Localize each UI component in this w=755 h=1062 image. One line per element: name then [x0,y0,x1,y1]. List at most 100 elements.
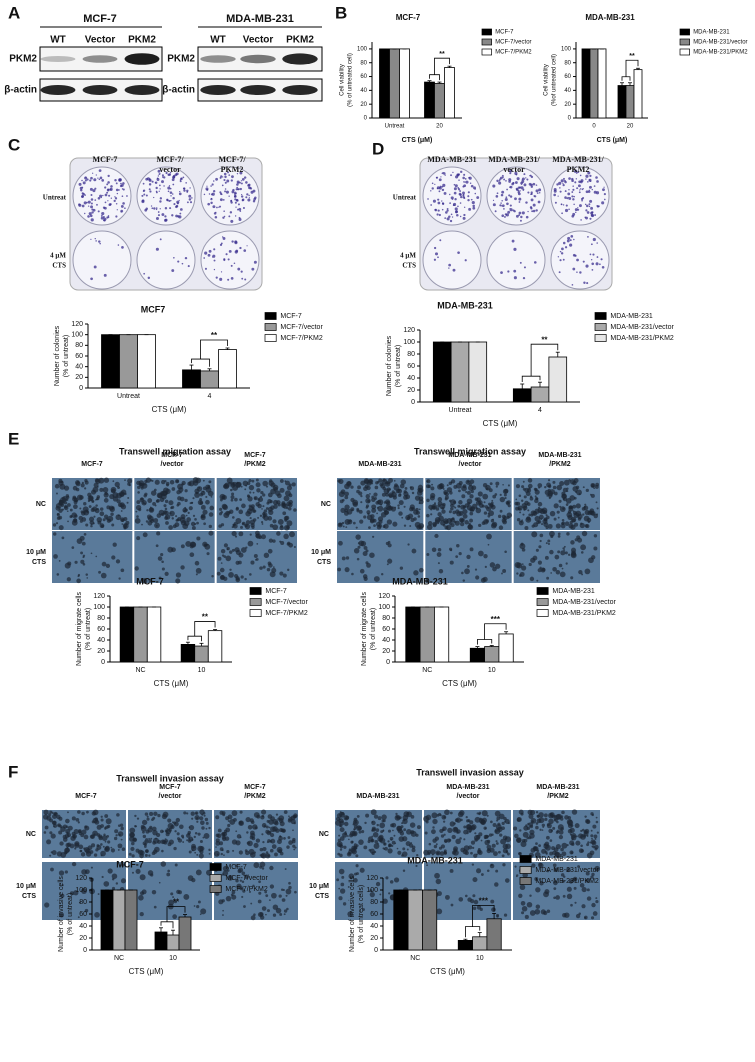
cell [287,542,290,545]
cell [64,851,67,854]
cell [545,845,551,851]
cell [525,915,529,919]
colony [225,182,227,184]
legend-swatch [250,588,261,595]
colony [523,277,525,279]
cell [547,823,552,828]
cell [76,818,80,822]
legend-swatch [250,599,261,606]
bar [101,890,113,950]
cell [493,851,498,856]
band [83,55,118,63]
cell [496,820,498,822]
colony [102,195,103,196]
colony [153,207,155,209]
colony [447,217,450,220]
cell [66,496,69,499]
cell [238,531,243,536]
cell [262,505,264,507]
colony [254,197,257,200]
cell [550,511,556,517]
cell [282,898,286,902]
cell [143,835,146,838]
y-tick-label: 40 [407,375,415,382]
cell [536,822,539,825]
panel-label: A [8,3,20,22]
colony [454,187,457,190]
cell [439,483,445,489]
colony [238,203,240,205]
cell [439,569,443,573]
cell [376,512,378,514]
colony [531,198,534,201]
colony [526,178,528,180]
cell [86,577,88,579]
cell [292,845,295,848]
colony [220,198,223,201]
legend-label: MDA-MB-231 [610,313,653,320]
cell [241,486,243,488]
band [282,53,317,64]
cell [56,493,58,495]
cell [219,508,222,511]
chart-title: MDA-MB-231 [407,855,463,865]
colony [438,202,441,205]
cell [116,882,118,884]
row-label: CTS [315,893,329,900]
cell [193,515,195,517]
cell [169,511,175,517]
y-tick-label: 40 [382,637,390,644]
column-label: MDA-MB-231 [356,793,399,800]
row-label: Untreat [43,194,67,202]
row-label: β-actin [4,85,37,96]
cell [211,575,213,577]
cell [156,525,158,527]
cell [270,849,274,853]
legend-label: MDA-MB-231/PKM2 [610,335,674,342]
cell [438,813,441,816]
cell [268,563,273,568]
cell [84,835,89,840]
cell [94,853,97,856]
cell [342,556,346,560]
cell [413,570,418,575]
cell [595,485,599,489]
colony [588,190,591,193]
cell [232,516,235,519]
colony [563,204,564,205]
cell [185,489,188,492]
cell [379,838,383,842]
cell [134,815,136,817]
cell [265,853,270,858]
cell [270,500,273,503]
cell [343,846,346,849]
colony [576,259,579,262]
cell [292,482,296,486]
cell [180,517,186,523]
cell [127,478,132,483]
cell [418,515,421,518]
legend-swatch [595,324,606,331]
colony [430,204,432,206]
colony [210,198,212,200]
cell [538,487,540,489]
cell [156,531,160,535]
cell [506,501,509,504]
cell [262,493,265,496]
colony [589,200,592,203]
cell [460,522,464,526]
colony [453,269,456,272]
cell [202,491,204,493]
bar [499,634,513,662]
y-axis-label: Cell viability [544,64,550,96]
cell [371,483,373,485]
cell [355,534,360,539]
colony [579,271,581,273]
bracket [622,77,630,81]
cell [53,532,56,535]
cell [519,494,522,497]
colony [464,207,465,208]
cell [490,482,493,485]
bar [433,342,451,402]
cell [103,846,105,848]
